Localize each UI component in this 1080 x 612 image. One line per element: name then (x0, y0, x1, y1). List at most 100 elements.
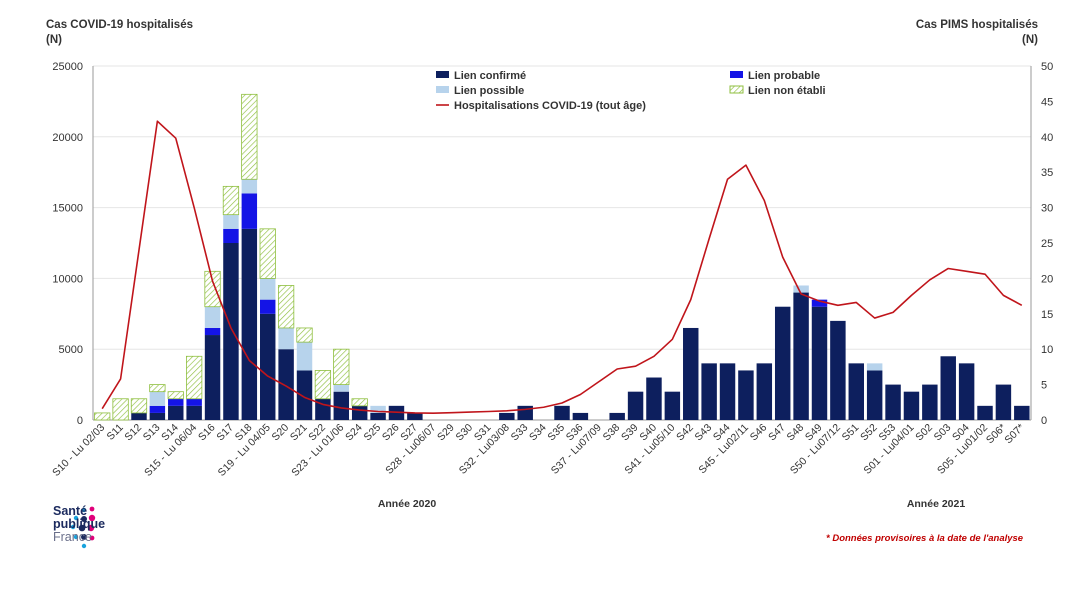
bar-segment (149, 391, 166, 406)
logo-line-2: publique (53, 517, 106, 531)
bar-segment (296, 370, 313, 420)
bar-segment (407, 412, 423, 420)
x-category-label: S21 (288, 422, 310, 444)
x-category-label: S13 (141, 422, 163, 444)
bar-segment (1014, 405, 1030, 420)
right-tick-label: 35 (1041, 167, 1053, 179)
x-category-label: S11 (105, 422, 126, 443)
x-category-label: S10 - Lu 02/03 (50, 422, 107, 479)
right-axis-unit: (N) (1022, 34, 1038, 46)
right-tick-label: 45 (1041, 96, 1053, 108)
bar-segment (922, 384, 938, 420)
bar-segment (315, 398, 331, 420)
x-category-label: S26 (380, 422, 402, 444)
right-tick-label: 15 (1041, 309, 1053, 321)
bar-segment (168, 405, 184, 420)
x-category-label: S12 (122, 422, 144, 444)
bar-segment (370, 412, 386, 420)
bar-segment (811, 306, 828, 420)
bar-segment (277, 285, 295, 329)
bar-segment (351, 405, 368, 420)
bar-segment (756, 363, 773, 420)
right-tick-label: 25 (1041, 238, 1053, 250)
x-category-label: S42 (674, 422, 696, 444)
bar-segment (903, 391, 920, 420)
x-category-label: S51 (840, 422, 862, 444)
x-category-label: S33 (509, 422, 531, 444)
bar-segment (370, 405, 386, 413)
left-axis-title: Cas COVID-19 hospitalisés (46, 19, 193, 31)
bar-segment (848, 363, 864, 420)
bar-segment (223, 243, 239, 420)
bar-segment (186, 405, 202, 420)
left-tick-label: 20000 (52, 132, 83, 144)
bar-segment (296, 327, 313, 343)
x-category-label: S24 (343, 422, 365, 444)
bar-segment (940, 356, 956, 420)
bar-segment (131, 412, 147, 420)
x-category-label: S47 (766, 422, 788, 444)
bar-segment (646, 377, 662, 420)
logo-dots-icon (70, 506, 96, 549)
bar-segment (333, 348, 350, 386)
provisional-data-note: * Données provisoires à la date de l'ana… (826, 533, 1024, 544)
bar-segment (333, 384, 350, 392)
bar-segment (241, 193, 258, 229)
left-tick-label: 5000 (59, 344, 83, 356)
bar-segment (222, 185, 240, 216)
x-category-label: S02 (913, 422, 935, 444)
legend-label: Lien probable (748, 70, 820, 82)
bar-segment (664, 391, 681, 420)
right-axis-title: Cas PIMS hospitalisés (916, 19, 1038, 31)
x-category-label: S39 (619, 422, 641, 444)
right-tick-label: 50 (1041, 61, 1053, 73)
bar-segment (885, 384, 901, 420)
bar-segment (701, 363, 717, 420)
x-category-label: S52 (858, 422, 880, 444)
bar-segment (774, 306, 791, 420)
bar-segment (278, 349, 294, 420)
bar-segment (260, 313, 276, 420)
x-category-label: S35 (545, 422, 567, 444)
bar-segment (167, 391, 184, 400)
bar-segment (94, 412, 111, 421)
legend-swatch (730, 71, 743, 78)
x-category-label: S25 (362, 422, 384, 444)
x-category-label: S38 (601, 422, 623, 444)
bar-segment (554, 405, 570, 420)
bar-segment (186, 398, 202, 406)
bar-segment (241, 93, 258, 180)
year-label-2021: Année 2021 (907, 498, 966, 510)
x-category-label: S07* (1002, 422, 1027, 447)
bar-segment (223, 228, 239, 243)
right-tick-label: 0 (1041, 415, 1047, 427)
bar-segment (333, 391, 350, 420)
bar-segment (130, 398, 148, 414)
x-category-label: S29 (435, 422, 457, 444)
logo-text: Santé publique France (53, 505, 105, 544)
bar-segment (866, 370, 883, 420)
bar-segment (204, 335, 221, 420)
bar-segment (241, 228, 258, 420)
left-tick-label: 10000 (52, 273, 83, 285)
left-tick-label: 25000 (52, 61, 83, 73)
bar-segment (738, 370, 754, 420)
bar-segment (977, 405, 993, 420)
x-category-label: S34 (527, 422, 549, 444)
right-tick-label: 10 (1041, 344, 1053, 356)
right-tick-label: 20 (1041, 273, 1053, 285)
right-tick-label: 30 (1041, 203, 1053, 215)
bar-segment (204, 270, 221, 308)
bar-segment (278, 327, 294, 350)
bar-segment (204, 327, 221, 336)
bar-segment (499, 412, 515, 420)
right-tick-label: 5 (1041, 380, 1047, 392)
bar-segment (168, 398, 184, 406)
bar-segment (149, 384, 166, 393)
bar-segment (351, 398, 368, 407)
bar-segment (719, 363, 736, 420)
bar-segment (793, 292, 809, 420)
bar-segment (260, 299, 276, 314)
bar-segment (149, 412, 166, 420)
